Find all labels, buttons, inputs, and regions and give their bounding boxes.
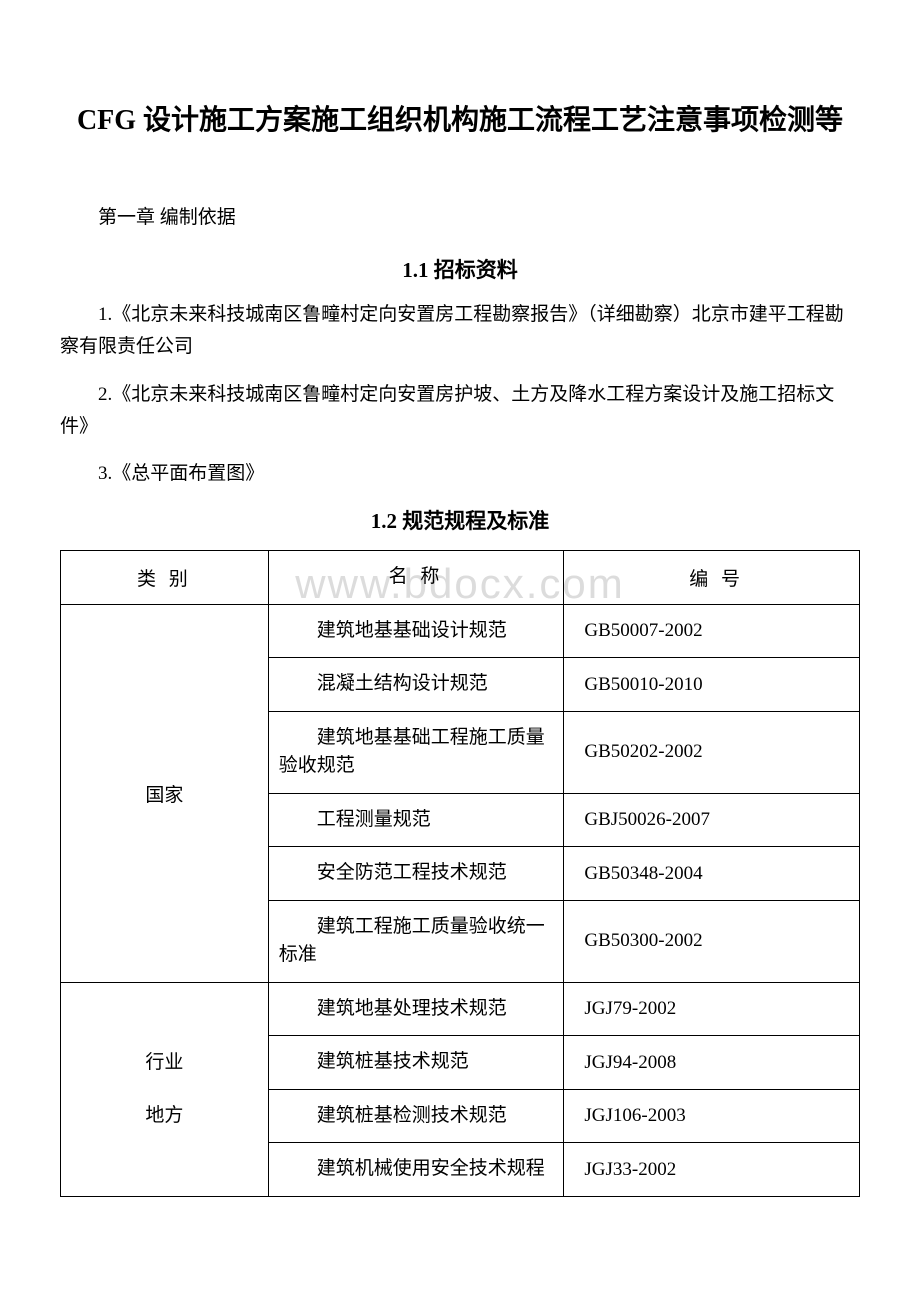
header-category: 类 别 [61,551,269,605]
standard-code: JGJ79-2002 [564,982,860,1036]
document-content: CFG 设计施工方案施工组织机构施工流程工艺注意事项检测等 第一章 编制依据 1… [60,100,860,1197]
standards-table-wrapper: 类 别 名 称 编 号 国家 建筑地基基础设计规范 GB50007-2002 混… [60,550,860,1197]
header-code: 编 号 [564,551,860,605]
standard-code: GBJ50026-2007 [564,793,860,847]
standard-name: 建筑桩基技术规范 [268,1036,564,1090]
standard-name: 建筑工程施工质量验收统一标准 [268,900,564,982]
section-2-heading: 1.2 规范规程及标准 [60,505,860,535]
category-national: 国家 [61,604,269,982]
table-row: 国家 建筑地基基础设计规范 GB50007-2002 [61,604,860,658]
header-name: 名 称 [268,551,564,605]
section-1-item-2: 2.《北京未来科技城南区鲁疃村定向安置房护坡、土方及降水工程方案设计及施工招标文… [60,379,860,444]
standard-name: 建筑地基基础工程施工质量验收规范 [268,711,564,793]
standard-code: JGJ33-2002 [564,1143,860,1197]
chapter-heading: 第一章 编制依据 [60,202,860,229]
category-industry-local: 行业 地方 [61,982,269,1196]
standard-code: GB50010-2010 [564,658,860,712]
table-row: 行业 地方 建筑地基处理技术规范 JGJ79-2002 [61,982,860,1036]
standard-code: GB50202-2002 [564,711,860,793]
section-1-item-1: 1.《北京未来科技城南区鲁疃村定向安置房工程勘察报告》（详细勘察）北京市建平工程… [60,299,860,364]
section-1-heading: 1.1 招标资料 [60,254,860,284]
standard-name: 安全防范工程技术规范 [268,847,564,901]
standard-name: 建筑桩基检测技术规范 [268,1089,564,1143]
document-title: CFG 设计施工方案施工组织机构施工流程工艺注意事项检测等 [60,100,860,142]
standard-name: 工程测量规范 [268,793,564,847]
standard-name: 建筑机械使用安全技术规程 [268,1143,564,1197]
standard-code: GB50007-2002 [564,604,860,658]
standard-code: GB50348-2004 [564,847,860,901]
standard-name: 建筑地基处理技术规范 [268,982,564,1036]
standard-code: JGJ94-2008 [564,1036,860,1090]
standard-code: GB50300-2002 [564,900,860,982]
standards-table: 类 别 名 称 编 号 国家 建筑地基基础设计规范 GB50007-2002 混… [60,550,860,1197]
section-1-item-3: 3.《总平面布置图》 [60,458,860,490]
standard-name: 建筑地基基础设计规范 [268,604,564,658]
standard-name: 混凝土结构设计规范 [268,658,564,712]
standard-code: JGJ106-2003 [564,1089,860,1143]
table-header-row: 类 别 名 称 编 号 [61,551,860,605]
